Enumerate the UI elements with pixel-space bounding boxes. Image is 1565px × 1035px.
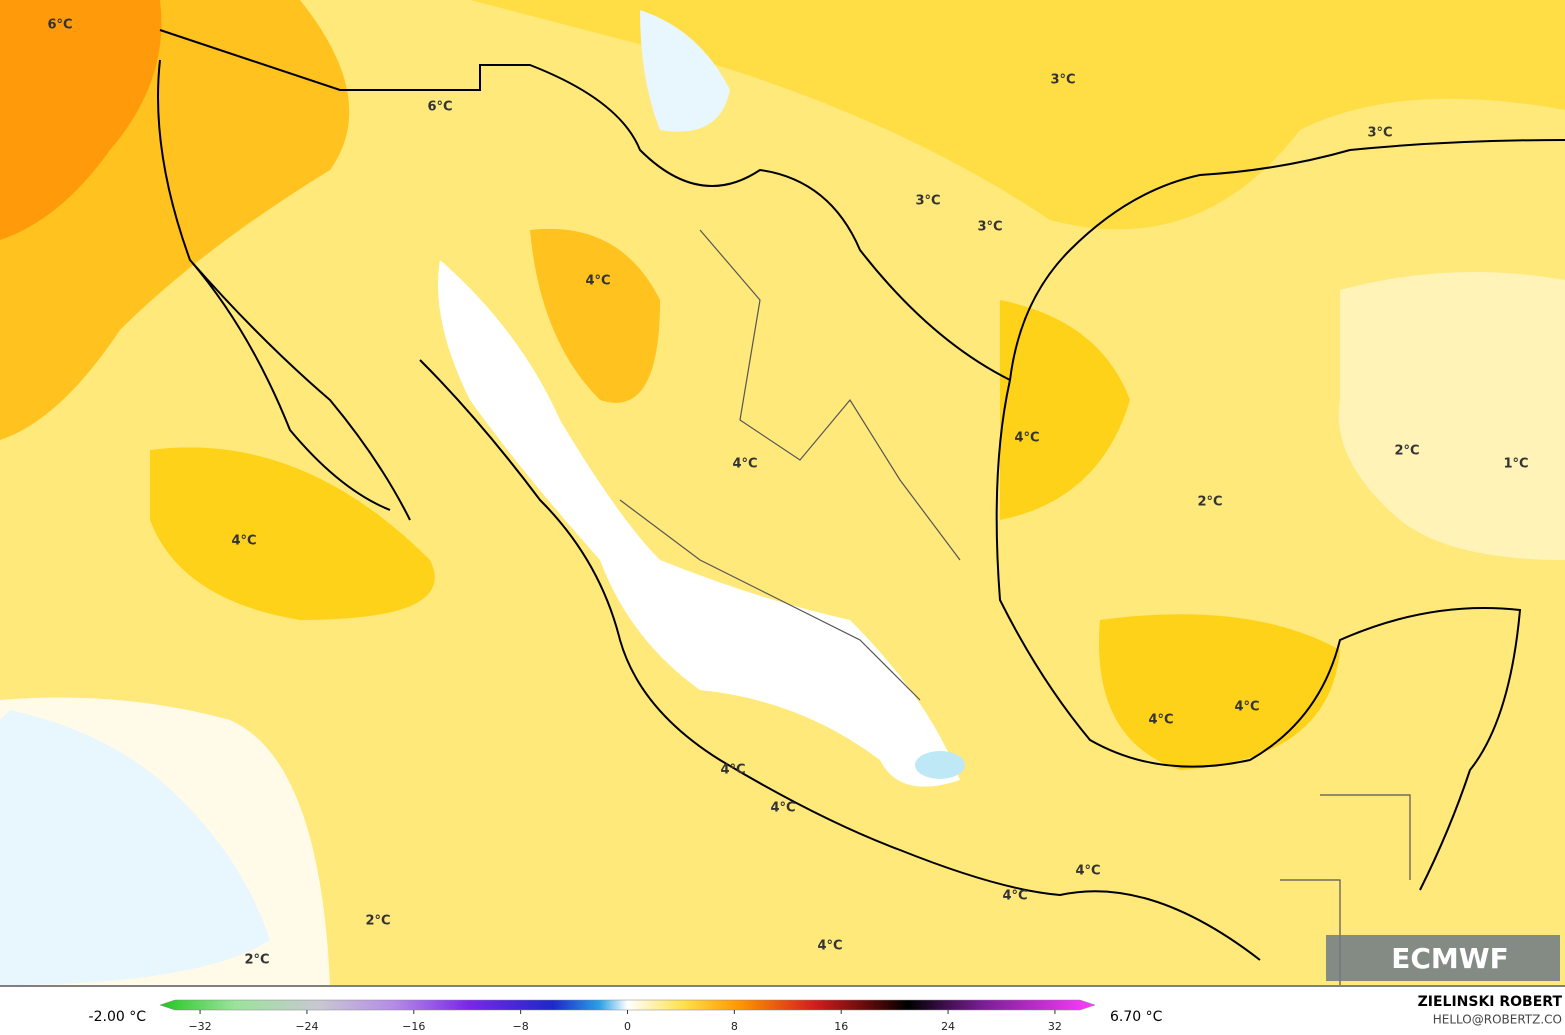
contact: HELLO@ROBERTZ.CO <box>1433 1013 1562 1027</box>
contour-label: 4°C <box>1234 700 1259 715</box>
logo: ECMWF <box>1391 942 1509 975</box>
colorbar-tick-label: −8 <box>513 1020 529 1033</box>
contour-label: 3°C <box>1367 126 1392 141</box>
contour-label: 4°C <box>231 534 256 549</box>
contour-label: 4°C <box>720 763 745 778</box>
border <box>619 229 1411 985</box>
contour-label: 2°C <box>244 953 269 968</box>
contour-label: 6°C <box>427 100 452 115</box>
contour-label: 4°C <box>1148 713 1173 728</box>
logo-box <box>1326 935 1560 981</box>
warm-zone <box>530 228 660 403</box>
cool-zone <box>438 260 960 787</box>
contour-label: 4°C <box>1002 889 1027 904</box>
legend-min: -2.00 °C <box>89 1009 147 1025</box>
map: 6°C 6°C 3°C 3°C 3°C 3°C 4°C 4°C 4°C 2°C … <box>0 0 1565 985</box>
contour-label: 4°C <box>585 274 610 289</box>
warm-zone <box>0 0 1565 230</box>
colorbar-tick-label: 32 <box>1048 1020 1062 1033</box>
contour-label: 4°C <box>732 457 757 472</box>
contour-label: 2°C <box>365 914 390 929</box>
contour-label: 1°C <box>1503 457 1528 472</box>
legend-max: 6.70 °C <box>1110 1009 1163 1025</box>
contour-label: 3°C <box>1050 73 1075 88</box>
author: ZIELINSKI ROBERT <box>1418 994 1563 1010</box>
colorbar-ticks: −32 −24 −16 −8 0 8 16 24 32 <box>188 1010 1062 1033</box>
contour-label: 3°C <box>915 194 940 209</box>
warm-zone <box>1000 300 1130 520</box>
contour-label: 2°C <box>1394 444 1419 459</box>
contour-label: 3°C <box>977 220 1002 235</box>
contour-label: 2°C <box>1197 495 1222 510</box>
colorbar <box>159 999 1096 1011</box>
colorbar-tick-label: 0 <box>624 1020 631 1033</box>
cold-zone <box>915 751 965 779</box>
cool-zone <box>1338 272 1565 560</box>
warm-zone <box>1099 614 1340 770</box>
colorbar-tick-label: 8 <box>731 1020 738 1033</box>
contour-label: 6°C <box>47 18 72 33</box>
contour-label: 4°C <box>770 801 795 816</box>
coastline <box>157 29 1565 961</box>
hot-zone <box>0 0 162 240</box>
warm-zone <box>150 447 435 620</box>
contour-label: 4°C <box>1014 431 1039 446</box>
contour-label: 4°C <box>817 939 842 954</box>
cold-zone <box>0 710 270 985</box>
colorbar-tick-label: −16 <box>402 1020 425 1033</box>
colorbar-tick-label: 16 <box>834 1020 848 1033</box>
colorbar-tick-label: −32 <box>188 1020 211 1033</box>
contour-label: 4°C <box>1075 864 1100 879</box>
colorbar-tick-label: −24 <box>295 1020 318 1033</box>
colorbar-tick-label: 24 <box>941 1020 955 1033</box>
cold-zone <box>640 10 730 132</box>
